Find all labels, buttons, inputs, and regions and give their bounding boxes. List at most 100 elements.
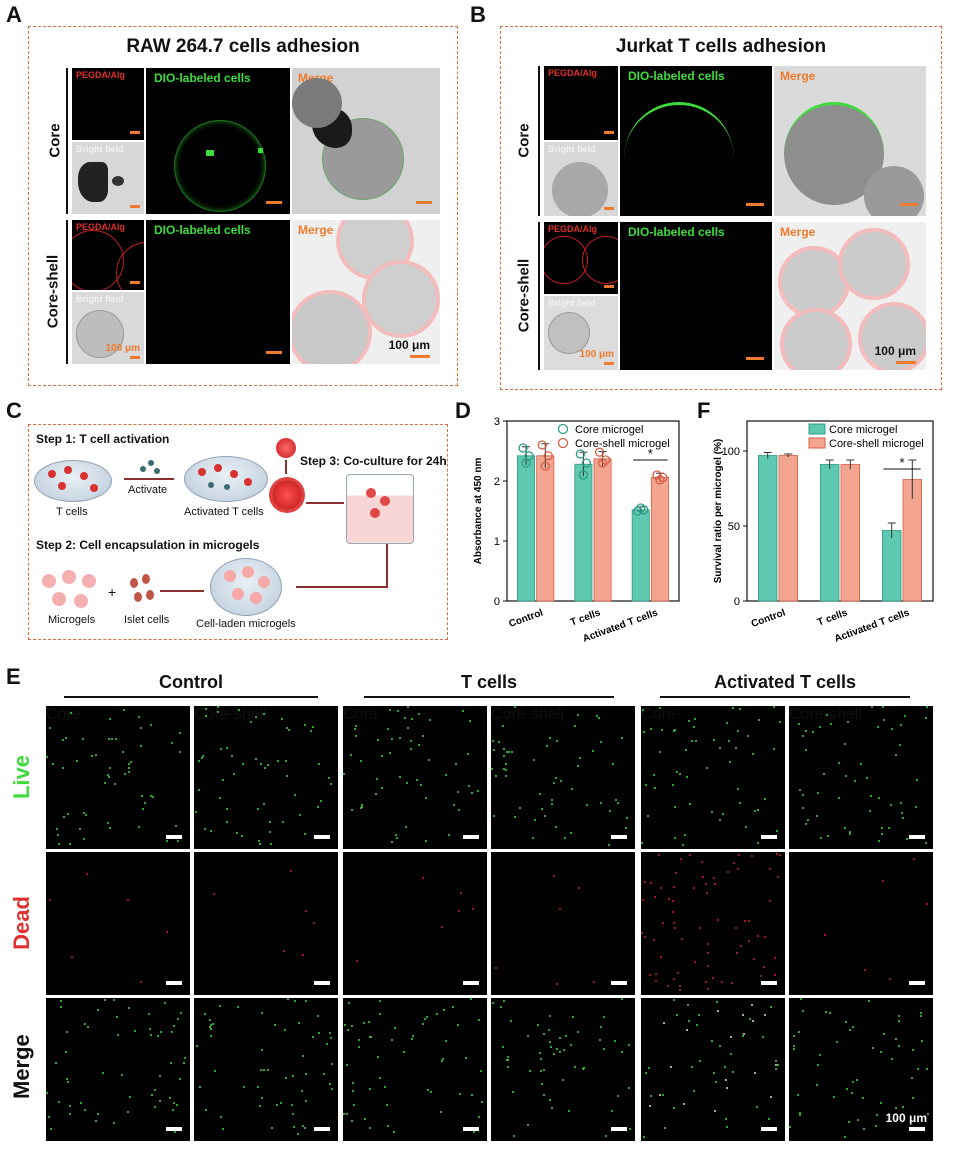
bar <box>820 464 840 602</box>
live-cell <box>174 1131 176 1133</box>
live-cell <box>670 1066 672 1068</box>
live-cell <box>495 775 497 777</box>
live-cell <box>370 1036 372 1038</box>
live-cell <box>659 707 661 709</box>
live-cell <box>745 826 747 828</box>
live-cell <box>458 809 460 811</box>
live-cell <box>819 726 821 728</box>
data-point <box>518 443 528 453</box>
live-cell <box>672 784 674 786</box>
live-cell <box>109 767 111 769</box>
live-cell <box>358 1039 360 1041</box>
row-label-core-shell: Core-shell <box>515 258 533 333</box>
live-cell <box>553 782 555 784</box>
live-cell <box>732 1071 734 1073</box>
live-cell <box>579 757 581 759</box>
live-cell <box>802 807 804 809</box>
dead-cell <box>748 940 750 942</box>
row-label: Live <box>9 754 34 799</box>
live-cell <box>912 1049 914 1051</box>
live-cell <box>713 739 715 741</box>
live-cell <box>209 1019 211 1021</box>
live-cell <box>679 773 681 775</box>
scale-bar <box>266 351 282 354</box>
live-cell <box>881 827 883 829</box>
live-cell <box>503 748 505 750</box>
row-label-core: Core <box>46 123 64 158</box>
live-cell <box>312 726 314 728</box>
live-cell <box>617 802 619 804</box>
live-cell <box>614 1040 616 1042</box>
live-cell <box>445 1040 447 1042</box>
live-cell <box>471 792 473 794</box>
live-cell <box>849 1029 851 1031</box>
live-cell <box>108 738 110 740</box>
live-cell <box>226 808 228 810</box>
live-cell <box>242 763 244 765</box>
live-cell <box>204 1013 206 1015</box>
live-cell <box>115 738 117 740</box>
live-cell <box>514 706 516 708</box>
live-cell <box>556 1048 558 1050</box>
live-cell <box>184 1057 186 1059</box>
live-cell <box>60 1000 62 1002</box>
row-label-core-shell: Core-shell <box>44 254 62 329</box>
live-cell <box>856 1079 858 1081</box>
live-cell <box>737 730 739 732</box>
step-1-label: Step 1: T cell activation <box>36 432 170 446</box>
live-cell <box>556 740 558 742</box>
live-cell <box>329 1032 331 1034</box>
dead-cell <box>660 956 662 958</box>
live-cell <box>65 737 67 739</box>
live-cell <box>210 1028 212 1030</box>
live-cell <box>719 1045 721 1047</box>
scale-bar <box>166 835 182 839</box>
live-cell <box>292 1113 294 1115</box>
live-cell <box>730 1053 732 1055</box>
live-cell <box>205 715 207 717</box>
live-cell <box>276 1104 278 1106</box>
live-cell <box>543 1033 545 1035</box>
live-cell <box>138 826 140 828</box>
live-cell <box>848 1121 850 1123</box>
live-cell <box>925 717 927 719</box>
dead-cell <box>495 967 497 969</box>
live-cell <box>599 1039 601 1041</box>
live-cell <box>317 806 319 808</box>
dead-cell <box>472 908 474 910</box>
live-cell <box>507 1066 509 1068</box>
live-cell <box>629 1128 631 1130</box>
activator-bead <box>154 468 160 474</box>
live-cell <box>869 810 871 812</box>
live-cell <box>330 1037 332 1039</box>
live-cell <box>508 751 510 753</box>
scale-bar <box>416 201 432 204</box>
live-cell <box>737 788 739 790</box>
activated-dish <box>184 456 268 502</box>
live-cell <box>264 767 266 769</box>
dead-cell <box>769 900 771 902</box>
plot-frame <box>506 420 680 602</box>
live-cell <box>140 727 142 729</box>
live-cell <box>643 731 645 733</box>
microgel-icon <box>258 576 270 588</box>
live-cell <box>347 1029 349 1031</box>
activator-bead <box>148 460 154 466</box>
live-cell <box>659 751 661 753</box>
microgel <box>838 228 910 300</box>
live-cell <box>471 1094 473 1096</box>
microgel-outline <box>174 120 266 212</box>
scale-bar <box>604 207 614 210</box>
dead-cell <box>71 956 73 958</box>
live-cell <box>259 1105 261 1107</box>
microgel-icon <box>74 594 88 608</box>
islet-cell <box>142 574 150 584</box>
live-cell <box>76 760 78 762</box>
live-cell <box>369 1036 371 1038</box>
live-cell <box>676 771 678 773</box>
live-cell <box>141 795 143 797</box>
live-cell <box>829 1012 831 1014</box>
scale-bar <box>130 131 140 134</box>
microscopy-image: Core-shell <box>789 706 933 849</box>
